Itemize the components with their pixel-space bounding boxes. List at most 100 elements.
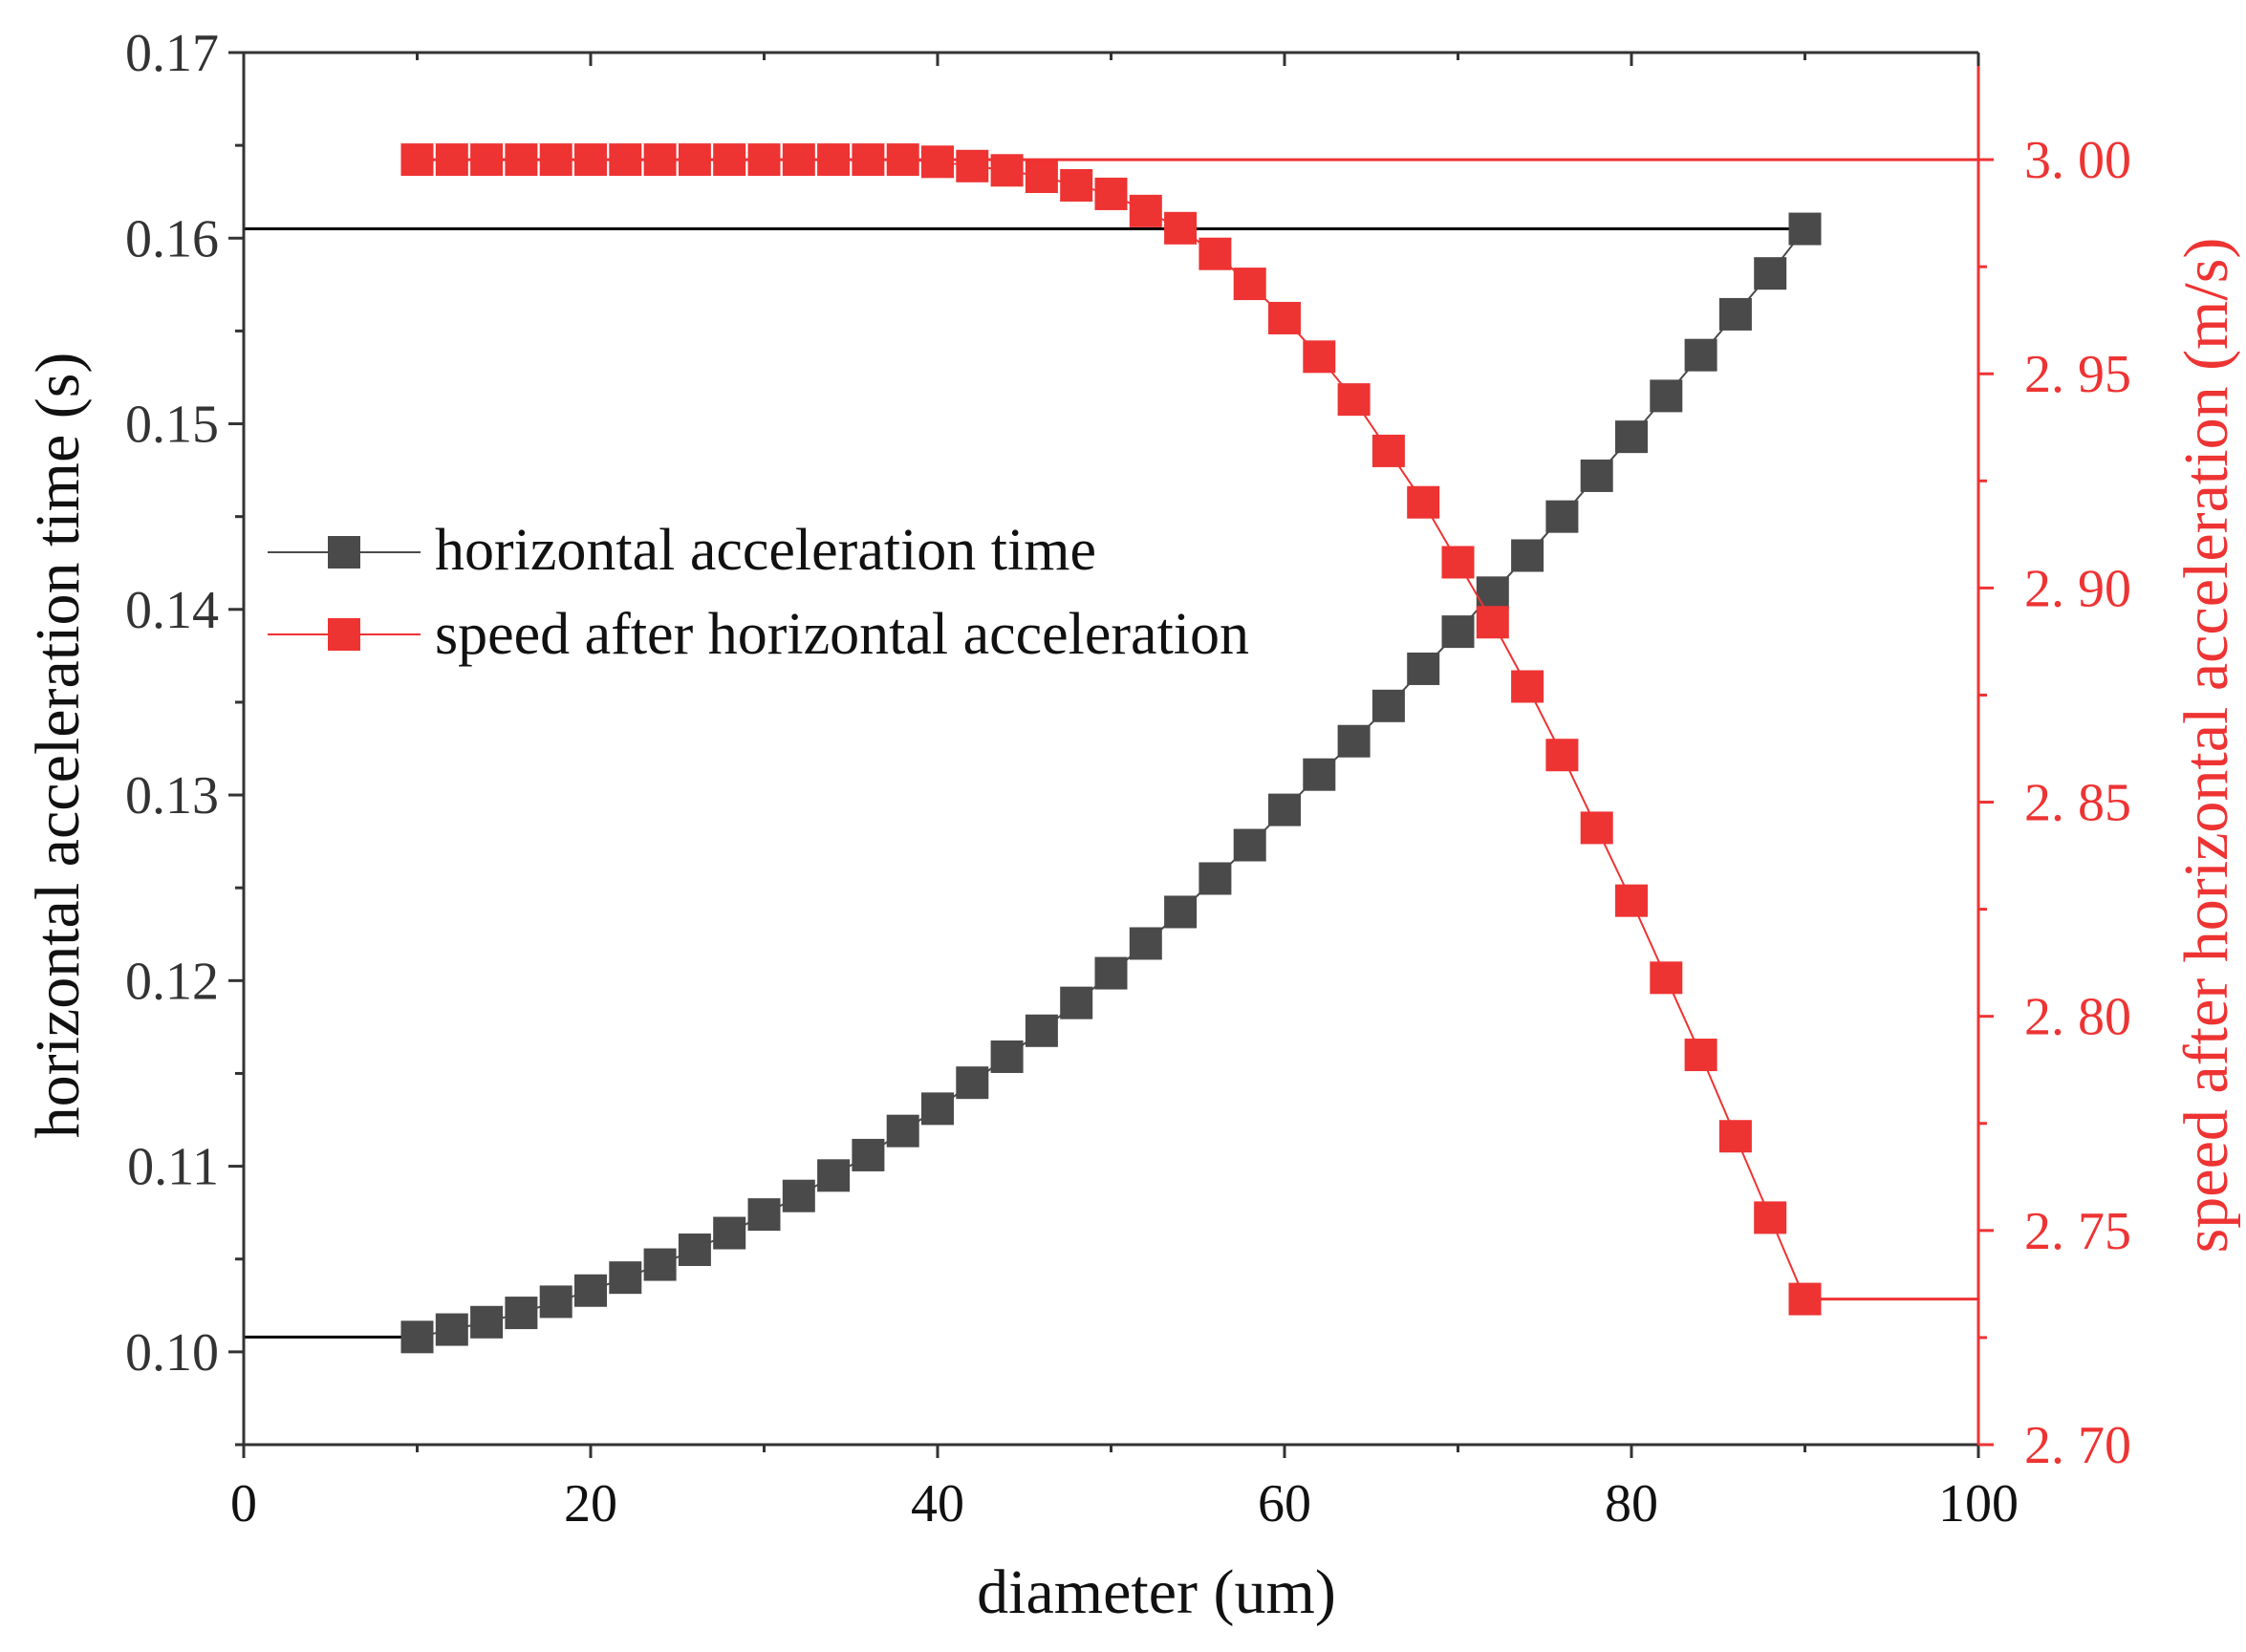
y-left-axis-title: horizontal acceleration time (s) (23, 353, 93, 1139)
data-point-s1-6 (609, 143, 642, 177)
y-right-tick-label-5: 2. 95 (2024, 345, 2131, 404)
data-point-s1-38 (1718, 1120, 1752, 1153)
y-left-tick-label-4: 0.14 (125, 581, 219, 640)
data-point-s0-32 (1511, 539, 1544, 572)
legend-marker-speed-after-horizontal-acceleration (328, 618, 360, 651)
data-point-s0-27 (1337, 724, 1371, 758)
legend-label-speed-after-horizontal-acceleration: speed after horizontal acceleration (435, 602, 1249, 667)
data-point-s0-0 (400, 1320, 434, 1354)
data-point-s0-20 (1094, 956, 1128, 990)
data-point-s1-23 (1199, 237, 1232, 270)
series-layer (400, 143, 1822, 1354)
data-point-s0-4 (539, 1285, 572, 1319)
data-point-s1-5 (574, 143, 607, 177)
y-left-tick-label-7: 0.17 (125, 24, 219, 83)
y-right-tick-label-6: 3. 00 (2024, 131, 2131, 190)
data-point-s1-32 (1511, 670, 1544, 703)
data-point-s0-40 (1788, 212, 1822, 246)
data-point-s1-34 (1580, 811, 1613, 845)
data-point-s1-30 (1441, 546, 1475, 579)
data-point-s1-40 (1788, 1282, 1822, 1316)
y-right-tick-label-2: 2. 80 (2024, 988, 2131, 1047)
data-point-s0-13 (852, 1138, 885, 1171)
data-point-s0-37 (1684, 338, 1717, 372)
legend-label-horizontal-acceleration-time: horizontal acceleration time (435, 518, 1096, 583)
data-point-s1-3 (505, 143, 538, 177)
legend-marker-horizontal-acceleration-time (328, 536, 360, 569)
data-point-s0-22 (1164, 895, 1198, 929)
data-point-s1-14 (886, 143, 919, 177)
data-point-s1-0 (400, 143, 434, 177)
data-point-s1-35 (1615, 884, 1648, 917)
data-point-s1-10 (747, 143, 781, 177)
data-point-s0-14 (886, 1114, 919, 1148)
data-point-s1-37 (1684, 1039, 1717, 1072)
data-point-s1-25 (1268, 301, 1301, 334)
data-point-s1-11 (782, 143, 815, 177)
data-point-s0-19 (1060, 986, 1093, 1019)
data-point-s0-25 (1268, 793, 1301, 826)
data-point-s0-26 (1303, 758, 1336, 791)
data-point-s0-29 (1407, 652, 1440, 685)
y-right-tick-label-0: 2. 70 (2024, 1416, 2131, 1475)
data-point-s1-1 (435, 143, 468, 177)
data-point-s1-12 (817, 143, 851, 177)
data-point-s0-18 (1025, 1014, 1058, 1047)
data-point-s1-22 (1164, 211, 1198, 245)
data-point-s0-1 (435, 1313, 468, 1346)
y-right-tick-label-1: 2. 75 (2024, 1202, 2131, 1261)
data-point-s0-9 (713, 1216, 746, 1250)
data-point-s0-8 (678, 1234, 711, 1267)
y-left-tick-label-1: 0.11 (127, 1138, 219, 1197)
axes-layer: 0 20 40 60 80 100 0.10 0.11 0.12 0.13 0.14 0.15 0.16… (125, 24, 2131, 1534)
data-point-s0-38 (1718, 297, 1752, 331)
data-point-s0-30 (1441, 615, 1475, 649)
data-point-s1-31 (1476, 606, 1509, 639)
data-point-s0-28 (1371, 689, 1405, 722)
y-left-tick-label-0: 0.10 (125, 1323, 219, 1383)
data-point-s1-2 (470, 143, 504, 177)
data-point-s0-12 (817, 1159, 851, 1192)
data-point-s1-4 (539, 143, 572, 177)
data-point-s0-34 (1580, 459, 1613, 492)
data-point-s1-26 (1303, 340, 1336, 374)
data-point-s1-20 (1094, 177, 1128, 210)
data-point-s0-24 (1233, 828, 1266, 862)
legend: horizontal acceleration time speed after… (268, 518, 1249, 667)
data-point-s1-18 (1025, 161, 1058, 194)
data-point-s0-23 (1199, 862, 1232, 895)
data-point-s0-6 (609, 1261, 642, 1295)
data-point-s0-11 (782, 1179, 815, 1212)
x-tick-label-5: 100 (1938, 1474, 2019, 1534)
data-point-s0-35 (1615, 420, 1648, 454)
data-point-s1-16 (956, 149, 989, 182)
data-point-s1-27 (1337, 383, 1371, 417)
data-point-s0-17 (990, 1040, 1024, 1073)
data-point-s0-10 (747, 1198, 781, 1232)
y-left-tick-label-3: 0.13 (125, 766, 219, 826)
data-point-s1-29 (1407, 485, 1440, 519)
data-point-s1-9 (713, 143, 746, 177)
x-tick-label-4: 80 (1605, 1474, 1658, 1534)
data-point-s0-36 (1650, 379, 1683, 413)
data-point-s0-5 (574, 1274, 607, 1307)
data-point-s0-7 (643, 1248, 677, 1281)
y-right-tick-label-4: 2. 90 (2024, 559, 2131, 618)
data-point-s1-17 (990, 154, 1024, 187)
data-point-s0-33 (1545, 500, 1579, 533)
x-tick-label-0: 0 (230, 1474, 257, 1534)
y-right-axis-title: speed after horizontal acceleration (m/s… (2171, 238, 2241, 1254)
data-point-s1-21 (1129, 194, 1162, 227)
data-point-s0-15 (921, 1092, 954, 1126)
data-point-s0-3 (505, 1297, 538, 1330)
x-tick-label-3: 60 (1258, 1474, 1311, 1534)
data-point-s0-2 (470, 1305, 504, 1339)
data-point-s1-15 (921, 145, 954, 179)
y-left-tick-label-6: 0.16 (125, 209, 219, 268)
data-point-s0-21 (1129, 927, 1162, 960)
x-tick-label-1: 20 (564, 1474, 617, 1534)
y-left-tick-label-2: 0.12 (125, 952, 219, 1011)
